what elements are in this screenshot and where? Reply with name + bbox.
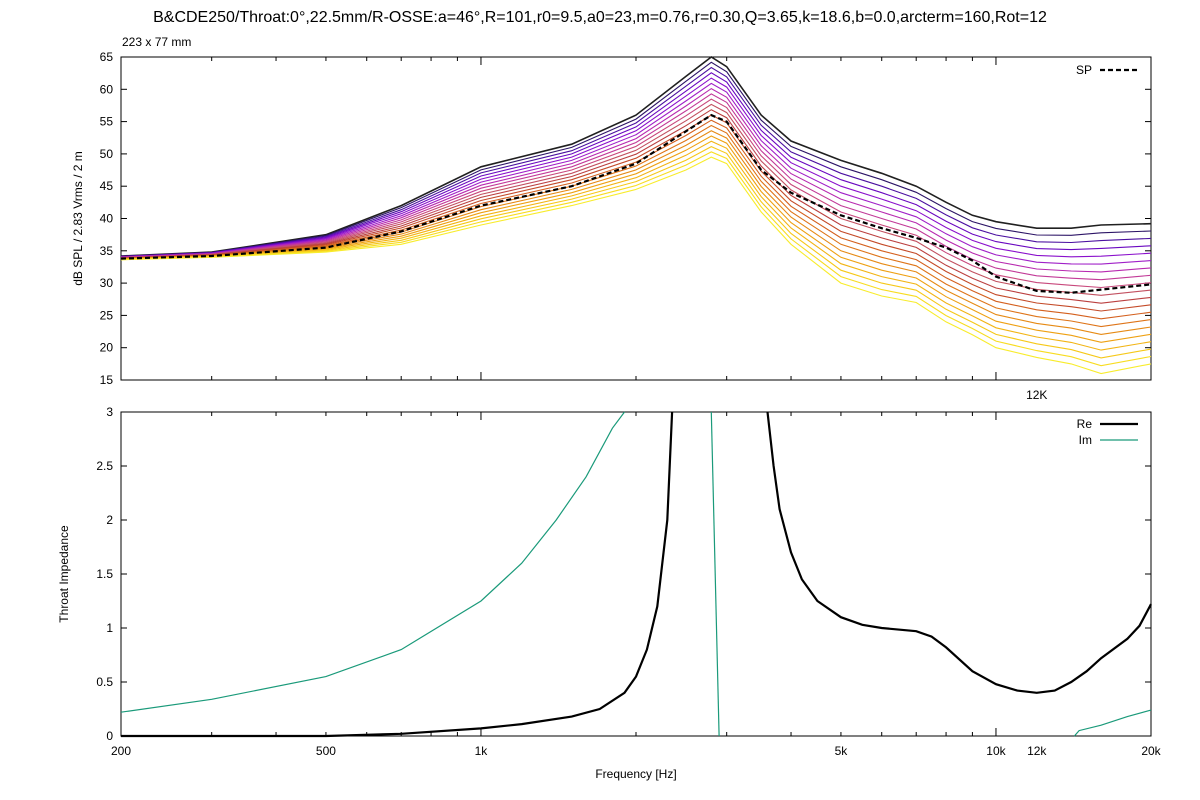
spl-angle-line-8	[120, 98, 1152, 289]
chart-title: B&CDE250/Throat:0°,22.5mm/R-OSSE:a=46°,R…	[153, 9, 1047, 26]
spl-ytick-label: 50	[100, 147, 114, 161]
spl-ytick-label: 60	[100, 82, 114, 96]
im-series-line	[1073, 709, 1152, 737]
imp-xtick-label: 10k	[986, 744, 1006, 758]
imp-xtick-label: 500	[316, 744, 336, 758]
spl-angle-line-4	[120, 77, 1152, 258]
imp-frame	[120, 411, 1152, 737]
sp-series-line	[120, 113, 1152, 294]
spl-axis-ylabel: dB SPL / 2.83 Vrms / 2 m	[71, 151, 85, 286]
spl-ytick-label: 40	[100, 212, 114, 226]
spl-angle-line-13	[120, 124, 1152, 328]
spl-angle-line-9	[120, 103, 1152, 296]
re-series-line	[121, 411, 674, 738]
annotation-12k: 12K	[1026, 388, 1047, 402]
spl-angle-line-15	[120, 135, 1152, 343]
legend-im-label: Im	[1079, 433, 1092, 447]
spl-ytick-label: 35	[100, 244, 114, 258]
spl-ytick-label: 65	[100, 50, 114, 64]
spl-angle-line-2	[120, 66, 1152, 257]
imp-xtick-label: 12k	[1027, 744, 1047, 758]
re-series-line	[766, 411, 1152, 694]
legend-sp-label: SP	[1076, 63, 1092, 77]
imp-ytick-label: 2.5	[96, 459, 113, 473]
spl-ytick-label: 15	[100, 373, 114, 387]
spl-angle-line-18	[120, 151, 1152, 367]
imp-xtick-label: 1k	[475, 744, 489, 758]
spl-angle-line-19	[120, 156, 1152, 375]
legend-re-label: Re	[1077, 417, 1093, 431]
imp-xtick-label: 200	[111, 744, 131, 758]
spl-angle-line-1	[120, 61, 1152, 257]
spl-angle-line-0	[120, 56, 1152, 257]
chart-subtitle: 223 x 77 mm	[122, 35, 191, 49]
spl-frame	[120, 56, 1152, 381]
imp-xtick-label: 5k	[835, 744, 849, 758]
spl-angle-line-5	[120, 82, 1152, 265]
imp-axis-ylabel: Throat Impedance	[57, 525, 71, 623]
imp-ytick-label: 2	[106, 513, 113, 527]
imp-ytick-label: 1	[106, 621, 113, 635]
spl-angle-line-7	[120, 93, 1152, 281]
spl-ytick-label: 20	[100, 341, 114, 355]
im-series-line	[710, 411, 720, 737]
spl-ytick-label: 45	[100, 179, 114, 193]
spl-angle-line-14	[120, 130, 1152, 335]
imp-ytick-label: 0.5	[96, 675, 113, 689]
spl-angle-line-6	[120, 87, 1152, 273]
spl-angle-line-3	[120, 72, 1152, 258]
spl-angle-line-10	[120, 109, 1152, 304]
imp-ytick-label: 3	[106, 405, 113, 419]
imp-axis-xlabel: Frequency [Hz]	[595, 767, 676, 781]
imp-ytick-label: 0	[106, 729, 113, 743]
imp-ytick-label: 1.5	[96, 567, 113, 581]
spl-angle-line-12	[120, 119, 1152, 320]
spl-angle-line-11	[120, 114, 1152, 312]
spl-ytick-label: 25	[100, 308, 114, 322]
spl-angle-line-16	[120, 140, 1152, 351]
spl-ytick-label: 55	[100, 115, 114, 129]
spl-angle-line-17	[120, 145, 1152, 359]
spl-ytick-label: 30	[100, 276, 114, 290]
spl-panel: 15 20 25 30 35 40 45 50 55 60 65 dB SPL / 2.83 Vrms…	[71, 50, 1152, 402]
impedance-panel: 0 0.5 1 1.5 2 2.5 3 200 500 1k 5k 10k 12k 20k Frequenc…	[57, 405, 1162, 781]
im-series-line	[120, 411, 625, 713]
imp-xtick-label: 20k	[1141, 744, 1161, 758]
